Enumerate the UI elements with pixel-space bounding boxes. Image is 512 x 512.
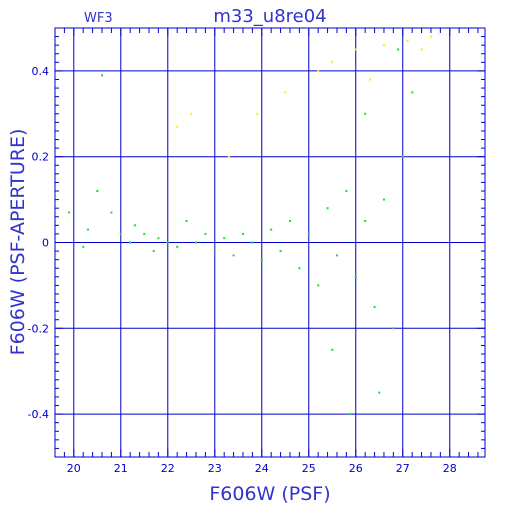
data-point xyxy=(331,348,334,351)
data-point xyxy=(133,224,136,227)
data-point xyxy=(260,258,263,261)
data-point xyxy=(307,232,310,235)
data-point xyxy=(420,48,423,51)
data-point xyxy=(411,91,414,94)
data-point xyxy=(279,250,282,253)
grid-lines xyxy=(55,28,485,457)
data-point xyxy=(190,112,193,115)
data-point xyxy=(430,35,432,38)
data-point xyxy=(354,275,357,278)
axis-ticks xyxy=(54,27,485,458)
chart-title: m33_u8re04 xyxy=(213,6,326,27)
data-point xyxy=(331,61,334,64)
data-point xyxy=(345,190,348,192)
data-point xyxy=(284,91,287,94)
data-point xyxy=(350,413,353,416)
data-point xyxy=(185,220,188,222)
x-tick-label: 25 xyxy=(302,462,316,475)
data-point xyxy=(213,250,216,253)
x-tick-label: 24 xyxy=(255,462,269,475)
tick-labels: 20 21 22 23 24 25 26 27 28 -0.4 -0.2 0 0.2 0.4 xyxy=(28,65,457,475)
x-axis-label: F606W (PSF) xyxy=(209,483,330,505)
data-point xyxy=(270,228,273,231)
data-point xyxy=(392,327,395,330)
data-point xyxy=(110,211,113,214)
data-point xyxy=(176,245,179,248)
data-points xyxy=(68,35,432,416)
data-point xyxy=(336,254,338,257)
x-tick-label: 27 xyxy=(396,462,410,475)
data-point xyxy=(364,220,367,222)
data-point xyxy=(354,48,357,51)
data-point xyxy=(256,112,259,115)
plot-frame xyxy=(54,27,486,458)
data-point xyxy=(129,241,132,244)
data-point xyxy=(232,254,235,257)
x-tick-label: 21 xyxy=(114,462,128,475)
data-point xyxy=(82,245,85,248)
x-tick-label: 22 xyxy=(161,462,175,475)
y-tick-label: 0.2 xyxy=(32,151,50,164)
data-point xyxy=(326,207,329,210)
x-tick-label: 28 xyxy=(443,462,457,475)
data-point xyxy=(223,237,226,240)
x-tick-label: 26 xyxy=(349,462,363,475)
data-point xyxy=(368,78,371,81)
chip-label: WF3 xyxy=(84,11,113,26)
data-point xyxy=(176,125,179,128)
x-tick-label: 20 xyxy=(67,462,81,475)
data-point xyxy=(406,39,409,42)
x-tick-label: 23 xyxy=(208,462,222,475)
data-point xyxy=(251,241,254,244)
data-point xyxy=(373,305,376,308)
data-point xyxy=(227,155,230,158)
y-axis-label: F606W (PSF-APERTURE) xyxy=(7,129,29,356)
data-point xyxy=(157,237,160,240)
y-tick-label: -0.2 xyxy=(28,322,49,335)
data-point xyxy=(195,241,197,244)
y-tick-label: 0.4 xyxy=(32,65,50,78)
data-point xyxy=(166,241,169,244)
data-point xyxy=(378,391,381,394)
data-point xyxy=(101,74,103,77)
data-point xyxy=(383,198,385,201)
data-point xyxy=(289,220,291,222)
data-point xyxy=(383,44,385,47)
data-point xyxy=(401,155,404,158)
data-point xyxy=(298,267,301,270)
data-point xyxy=(68,211,71,214)
data-point xyxy=(204,232,207,235)
data-point xyxy=(119,232,122,235)
data-point xyxy=(397,48,400,51)
data-point xyxy=(317,69,320,72)
data-point xyxy=(86,228,89,231)
data-point xyxy=(364,112,367,115)
data-point xyxy=(152,250,155,253)
data-point xyxy=(317,284,320,287)
y-tick-label: 0 xyxy=(42,237,49,250)
y-tick-label: -0.4 xyxy=(28,408,49,421)
data-point xyxy=(242,232,244,235)
data-point xyxy=(96,190,99,192)
data-point xyxy=(143,232,146,235)
